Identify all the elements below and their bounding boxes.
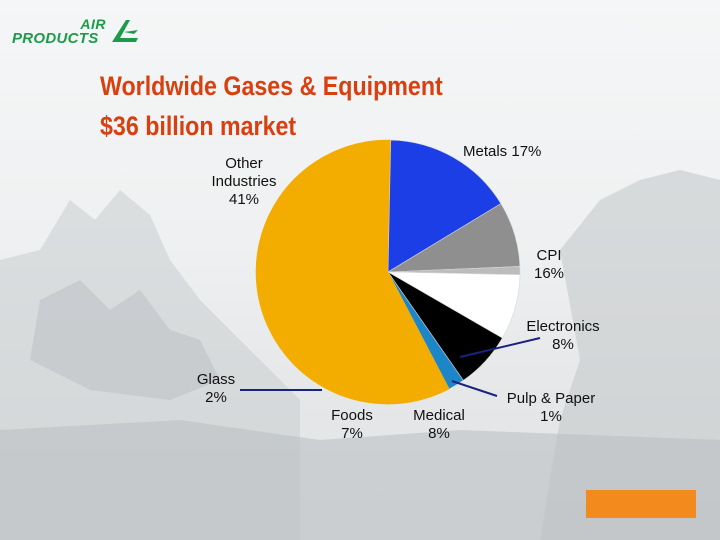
label-electronics-value: 8% (552, 336, 574, 353)
label-electronics-name: Electronics (526, 318, 600, 335)
label-pulp-paper-value: 1% (540, 408, 562, 425)
label-cpi: CPI 16% (524, 247, 574, 283)
logo-text-products: PRODUCTS (12, 30, 99, 47)
label-foods-name: Foods (331, 407, 373, 424)
label-metals: Metals 17% (463, 143, 541, 161)
pie-slices (255, 139, 521, 405)
air-products-logo-icon (112, 20, 138, 42)
iceberg-shadow (0, 420, 720, 540)
label-glass: Glass 2% (186, 371, 246, 407)
pie-slice-cpi (387, 139, 502, 273)
label-cpi-value: 16% (533, 265, 565, 282)
leader-line-pulp-paper (451, 380, 498, 397)
label-other-value: 41% (228, 191, 260, 208)
title-line-2: $36 billion market (100, 111, 297, 141)
pie-leader-lines (240, 337, 541, 397)
accent-box (586, 490, 696, 518)
label-foods: Foods 7% (322, 407, 382, 443)
title-line-1: Worldwide Gases & Equipment (100, 71, 443, 101)
label-cpi-name: CPI (536, 247, 562, 264)
label-foods-value: 7% (341, 425, 363, 442)
leader-line-electronics (459, 337, 541, 358)
label-glass-value: 2% (205, 389, 227, 406)
label-medical-value: 8% (428, 425, 450, 442)
label-other-name-2: Industries (211, 173, 277, 190)
label-glass-name: Glass (196, 371, 236, 388)
pie-slice-metals (273, 139, 392, 273)
slide-title: Worldwide Gases & Equipment $36 billion … (100, 66, 443, 146)
logo-text-air: AIR (80, 16, 106, 32)
air-products-logo: AIR PRODUCTS (12, 16, 142, 50)
iceberg-ridge (30, 280, 220, 400)
pie-slice-other-industries (255, 205, 450, 405)
label-other-industries: Other Industries 41% (199, 155, 289, 209)
label-metals-text: Metals 17% (463, 143, 542, 160)
label-other-name-1: Other (225, 155, 263, 172)
label-medical-name: Medical (413, 407, 465, 424)
label-pulp-paper-name: Pulp & Paper (506, 390, 596, 407)
label-pulp-paper: Pulp & Paper 1% (496, 390, 606, 426)
label-electronics: Electronics 8% (518, 318, 608, 354)
label-medical: Medical 8% (404, 407, 474, 443)
